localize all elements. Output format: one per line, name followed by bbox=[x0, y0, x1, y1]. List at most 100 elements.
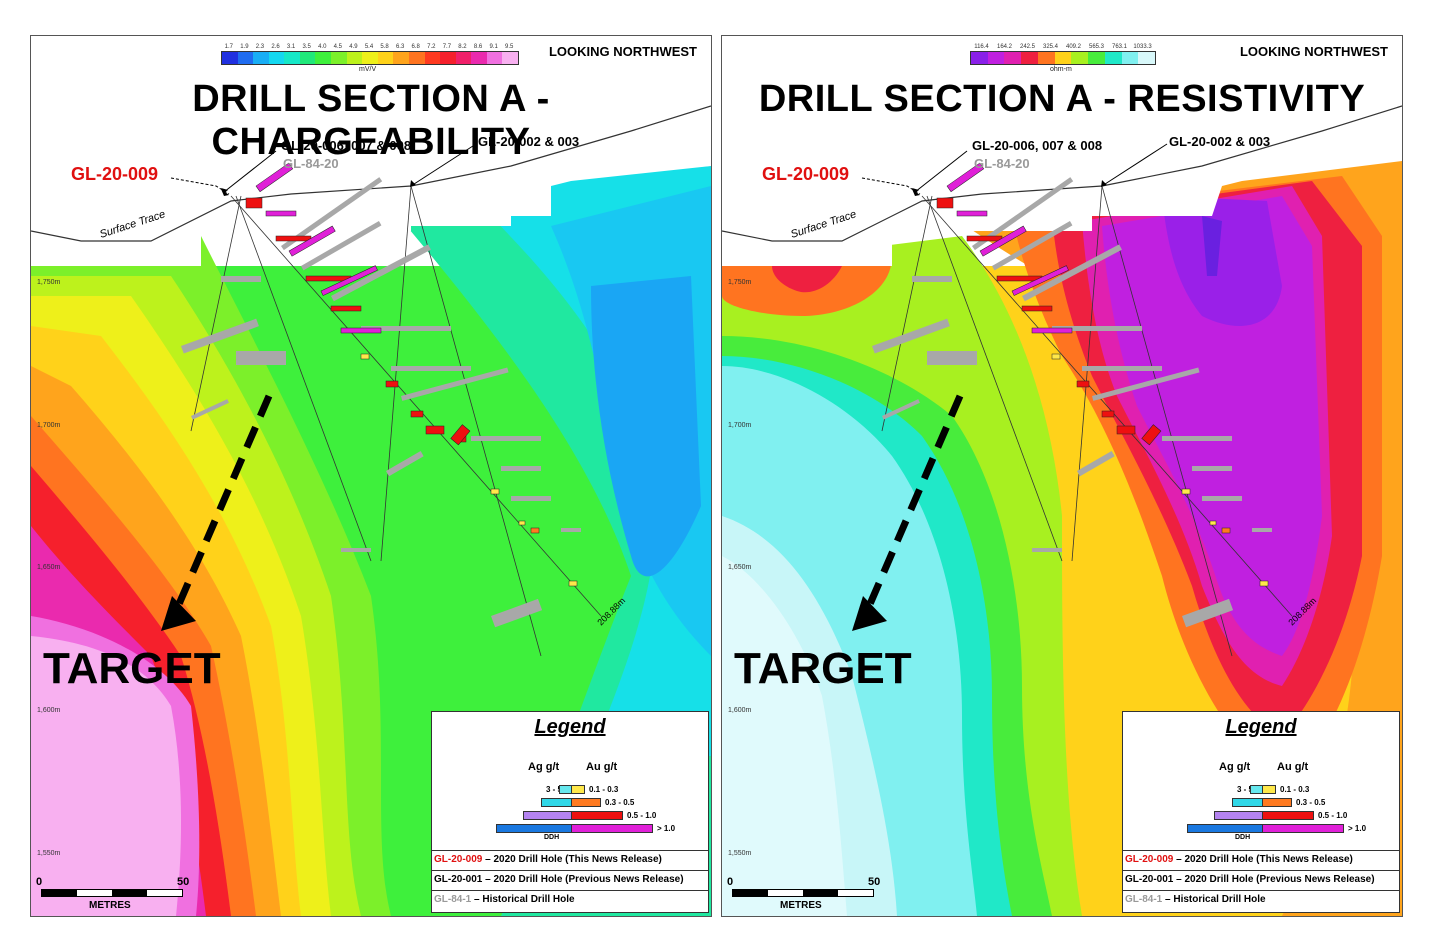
resistivity-colorbar bbox=[970, 51, 1156, 65]
colorbar-tick: 2.3 bbox=[255, 44, 265, 50]
colorbar-tick: 4.5 bbox=[333, 44, 342, 50]
colorbar-tick: 9.5 bbox=[505, 44, 514, 50]
colorbar-tick: 8.2 bbox=[458, 44, 467, 50]
colorbar-segment bbox=[1021, 52, 1038, 64]
colorbar-segment bbox=[222, 52, 238, 64]
colorbar-segment bbox=[471, 52, 487, 64]
colorbar-tick: 7.7 bbox=[442, 44, 452, 50]
colorbar-segment bbox=[455, 52, 472, 64]
hole-label-gl-20-009: GL-20-009 bbox=[71, 164, 159, 184]
elevation-1600: 1,600m bbox=[37, 707, 61, 714]
colorbar-tick: 3.5 bbox=[302, 44, 311, 50]
colorbar-tick: 7.2 bbox=[427, 44, 436, 50]
chargeability-colorbar bbox=[221, 51, 519, 65]
colorbar-tick: 325.4 bbox=[1042, 44, 1058, 50]
colorbar-unit: ohm-m bbox=[1050, 66, 1072, 73]
colorbar-tick: 565.3 bbox=[1088, 44, 1104, 50]
legend-foot-current: GL-20-009 – 2020 Drill Hole (This News R… bbox=[1125, 854, 1353, 865]
colorbar-segment bbox=[284, 52, 300, 64]
legend-ag-swatch bbox=[1232, 798, 1264, 807]
scale-fifty: 50 bbox=[868, 876, 881, 888]
target-arrow bbox=[172, 394, 273, 613]
colorbar-segment bbox=[424, 52, 441, 64]
elevation-1750: 1,750m bbox=[37, 279, 61, 286]
assay-intercepts-grey bbox=[872, 177, 1272, 628]
colorbar-segment bbox=[377, 52, 394, 64]
hole-label-gl-20-006: GL-20-006, 007 & 008 bbox=[281, 138, 412, 153]
legend-au-label: 0.3 - 0.5 bbox=[1296, 798, 1326, 807]
assay-intercepts-grey bbox=[181, 177, 581, 628]
legend-au-label: > 1.0 bbox=[657, 824, 676, 833]
colorbar-tick: 4.9 bbox=[349, 44, 358, 50]
elevation-1750: 1,750m bbox=[728, 279, 752, 286]
colorbar-tick: 6.3 bbox=[395, 44, 405, 50]
legend-ddh: DDH bbox=[544, 834, 560, 841]
legend-ag-label: 3 - 5 bbox=[545, 785, 562, 794]
elevation-1650: 1,650m bbox=[37, 564, 61, 571]
colorbar-tick: 4.0 bbox=[318, 44, 327, 50]
legend-foot-historical: GL-84-1 – Historical Drill Hole bbox=[1125, 894, 1266, 905]
colorbar-tick: 8.6 bbox=[473, 44, 483, 50]
legend-ddh: DDH bbox=[1235, 834, 1251, 841]
colorbar-segment bbox=[440, 52, 456, 64]
legend-au-label: 0.1 - 0.3 bbox=[589, 785, 619, 794]
colorbar-segment bbox=[1054, 52, 1072, 64]
legend-au-swatch bbox=[1262, 798, 1292, 807]
legend-foot-historical: GL-84-1 – Historical Drill Hole bbox=[434, 894, 575, 905]
target-label: TARGET bbox=[734, 644, 912, 693]
colorbar-segment bbox=[237, 52, 254, 64]
legend-au-label: 0.1 - 0.3 bbox=[1280, 785, 1310, 794]
legend-ag-swatch bbox=[1214, 811, 1264, 820]
legend-au-label: > 1.0 bbox=[1348, 824, 1367, 833]
scale-unit: METRES bbox=[780, 900, 822, 911]
legend-ag-swatch bbox=[541, 798, 573, 807]
colorbar-tick: 242.5 bbox=[1019, 44, 1035, 50]
colorbar-segment bbox=[971, 52, 988, 64]
target-label: TARGET bbox=[43, 644, 221, 693]
hole-label-gl-20-009: GL-20-009 bbox=[762, 164, 850, 184]
scale-unit: METRES bbox=[89, 900, 131, 911]
colorbar-segment bbox=[315, 52, 332, 64]
target-arrow bbox=[863, 394, 964, 613]
scale-fifty: 50 bbox=[177, 876, 190, 888]
colorbar-segment bbox=[1071, 52, 1089, 64]
colorbar-segment bbox=[346, 52, 363, 64]
colorbar-segment bbox=[331, 52, 347, 64]
colorbar-tick: 116.4 bbox=[974, 44, 989, 50]
scale-zero: 0 bbox=[727, 876, 734, 888]
colorbar-segment bbox=[253, 52, 269, 64]
view-direction: LOOKING NORTHWEST bbox=[1239, 44, 1388, 59]
elevation-1600: 1,600m bbox=[728, 707, 752, 714]
section-title: DRILL SECTION A - CHARGEABILITY bbox=[192, 78, 550, 163]
legend-au-swatch bbox=[571, 785, 585, 794]
colorbar-segment bbox=[362, 52, 378, 64]
colorbar-segment bbox=[1037, 52, 1055, 64]
hole-label-gl-20-006: GL-20-006, 007 & 008 bbox=[972, 138, 1103, 153]
resistivity-section-panel: Surface Trace 208.88m LOOKING NORTHWEST … bbox=[721, 35, 1403, 917]
legend-title: Legend bbox=[534, 716, 606, 738]
legend-au-swatch bbox=[571, 798, 601, 807]
elevation-1550: 1,550m bbox=[728, 850, 752, 857]
section-title: DRILL SECTION A - RESISTIVITY bbox=[758, 78, 1366, 120]
colorbar-tick: 1.9 bbox=[240, 44, 249, 50]
legend-au-swatch bbox=[1262, 824, 1344, 833]
colorbar-segment bbox=[1138, 52, 1156, 64]
legend: Legend Ag g/t Au g/t DDH GL-20-009 – 202… bbox=[431, 711, 709, 913]
elevation-1700: 1,700m bbox=[37, 422, 61, 429]
colorbar-segment bbox=[1121, 52, 1139, 64]
resistivity-map: Surface Trace 208.88m bbox=[722, 36, 1402, 916]
colorbar-segment bbox=[987, 52, 1005, 64]
colorbar-segment bbox=[1004, 52, 1022, 64]
colorbar-tick: 1.7 bbox=[224, 44, 233, 50]
elevation-1550: 1,550m bbox=[37, 850, 61, 857]
legend-ag-header: Ag g/t bbox=[1219, 761, 1251, 773]
drill-traces bbox=[881, 185, 1293, 657]
colorbar-tick: 5.8 bbox=[380, 44, 389, 50]
legend-au-swatch bbox=[571, 811, 623, 820]
chargeability-colorbar-ticks: 1.7 1.9 2.3 2.6 3.1 3.5 4.0 4.5 4.9 5.4 5.8 6.3 6.8 7… bbox=[221, 44, 517, 50]
colorbar-segment bbox=[486, 52, 503, 64]
legend-au-swatch bbox=[1262, 811, 1314, 820]
colorbar-tick: 5.4 bbox=[364, 44, 374, 50]
legend-title: Legend bbox=[1225, 716, 1297, 738]
resistivity-colorbar-ticks: 116.4 164.2 242.5 325.4 409.2 565.3 763.1 1033.… bbox=[970, 44, 1154, 50]
